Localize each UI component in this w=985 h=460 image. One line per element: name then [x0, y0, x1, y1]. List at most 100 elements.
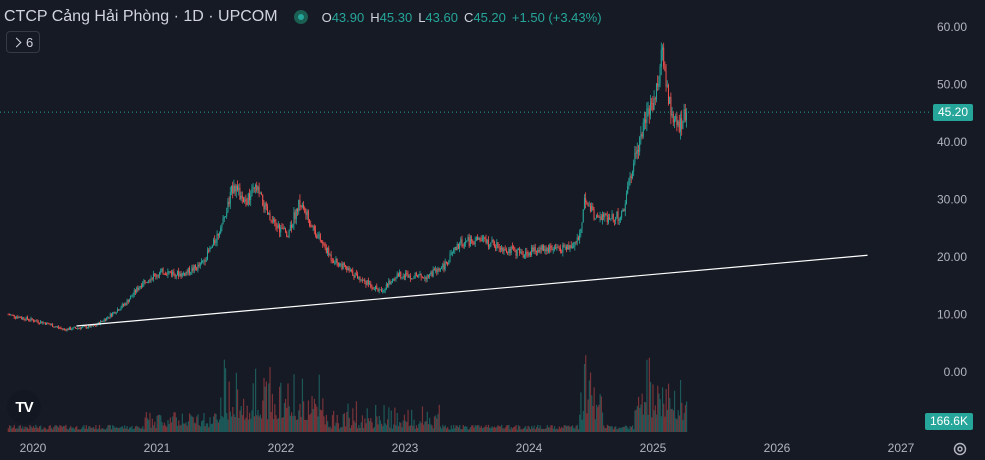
candle-body: [480, 239, 482, 241]
volume-bar: [631, 425, 634, 432]
candle-body: [357, 274, 359, 279]
candle-body: [7, 314, 9, 316]
candle-body: [49, 324, 51, 326]
volume-bar: [104, 429, 107, 432]
symbol-title[interactable]: CTCP Cảng Hải Phòng · 1D · UPCOM: [4, 8, 278, 25]
volume-bar: [324, 424, 326, 432]
candle-body: [262, 194, 264, 206]
volume-bar: [108, 424, 110, 432]
volume-bar: [497, 425, 499, 432]
volume-bar: [279, 386, 281, 432]
volume-bar: [592, 405, 594, 432]
candle-body: [603, 214, 605, 217]
candle-body: [175, 275, 177, 277]
candle-body: [114, 311, 116, 314]
volume-bar: [95, 425, 97, 432]
candle-body: [654, 98, 656, 100]
volume-bar: [139, 428, 141, 432]
volume-bar: [511, 428, 514, 432]
volume-bar: [310, 413, 312, 432]
candle-body: [330, 254, 332, 261]
candle-body: [196, 267, 198, 270]
candle-body: [663, 47, 665, 67]
volume-bar: [667, 383, 670, 432]
candle-body: [504, 249, 506, 251]
candle-body: [185, 271, 187, 276]
candle-body: [604, 213, 606, 217]
volume-bar: [97, 428, 99, 432]
candle-body: [502, 247, 504, 252]
volume-bar: [564, 425, 566, 432]
candle-body: [371, 287, 373, 289]
volume-bar: [297, 419, 299, 432]
volume-bar: [673, 390, 676, 432]
candle-body: [108, 317, 110, 319]
market-status-icon[interactable]: [293, 10, 308, 24]
candle-body: [648, 108, 650, 115]
y-axis[interactable]: 60.00 50.00 40.00 30.00 20.00 10.00 0.00: [937, 20, 967, 379]
volume-bar: [114, 428, 116, 432]
candle-body: [532, 247, 534, 252]
candle-body: [653, 98, 655, 111]
candle-body: [553, 247, 555, 250]
candle-body: [453, 249, 455, 252]
low-label: L: [418, 9, 426, 25]
candle-body: [77, 328, 79, 329]
candle-body: [661, 47, 663, 50]
volume-bar: [465, 426, 467, 432]
volume-bar: [59, 425, 61, 432]
volume-bar: [280, 382, 282, 432]
volume-bar: [315, 403, 317, 432]
volume-bar: [269, 367, 271, 432]
tradingview-logo[interactable]: TV: [7, 390, 41, 424]
candle-body: [437, 268, 439, 273]
candle-body: [309, 219, 311, 226]
volume-bar: [19, 425, 21, 432]
volume-bar: [604, 428, 606, 432]
candle-body: [215, 241, 217, 244]
volume-bar: [245, 417, 247, 432]
volume-bar: [503, 428, 505, 432]
candle-body: [646, 108, 648, 123]
x-axis[interactable]: 2020 2021 2022 2023 2024 2025 2026 2027: [20, 441, 915, 455]
candle-body: [102, 321, 104, 323]
candle-body: [427, 275, 429, 277]
volume-bar: [11, 428, 13, 432]
candle-body: [615, 217, 617, 221]
volume-bar: [194, 423, 197, 432]
volume-bar: [317, 416, 319, 432]
volume-bar: [196, 416, 198, 432]
candle-body: [161, 268, 163, 271]
volume-bar: [251, 410, 253, 432]
candle-body: [59, 327, 61, 329]
volume-bar: [581, 419, 583, 432]
volume-bar: [354, 422, 356, 432]
trendline[interactable]: [76, 254, 868, 327]
volume-bar: [486, 427, 488, 432]
settings-gear-icon[interactable]: [952, 441, 968, 457]
candle-body: [301, 204, 303, 208]
candle-body: [384, 289, 386, 291]
volume-bar: [345, 426, 347, 432]
volume-bar: [143, 429, 145, 432]
candle-body: [82, 326, 84, 328]
candle-body: [307, 211, 309, 220]
volume-bar: [601, 412, 604, 432]
volume-bar: [479, 427, 481, 432]
candle-body: [169, 271, 171, 273]
volume-bar: [582, 410, 584, 432]
candle-body: [618, 219, 620, 221]
volume-bar: [98, 424, 101, 432]
volume-bar: [646, 359, 648, 432]
x-tick-label: 2024: [516, 441, 543, 455]
candle-body: [133, 290, 135, 295]
candle-body: [119, 309, 121, 311]
candle-body: [658, 83, 660, 87]
volume-bar: [22, 426, 24, 432]
volume-bar: [545, 428, 547, 432]
volume-bar: [313, 398, 316, 432]
candle-body: [291, 224, 293, 228]
indicators-toggle-button[interactable]: 6: [6, 31, 41, 53]
volume-bar: [110, 429, 113, 432]
